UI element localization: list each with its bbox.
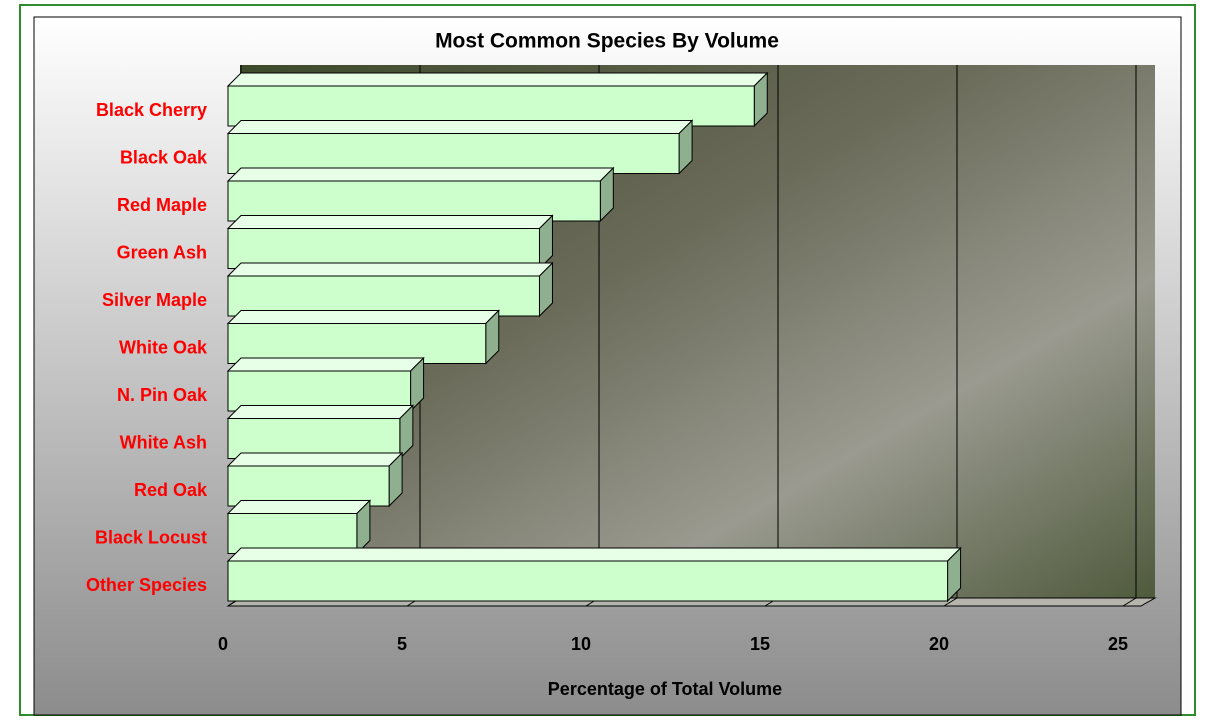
y-tick-label: Black Cherry xyxy=(96,100,207,120)
bar-top xyxy=(226,72,769,87)
y-tick-label: Other Species xyxy=(86,575,207,595)
plot: 0 5 10 15 20 25 Black Cherry Black Oak Red Maple… xyxy=(86,65,1137,654)
bar-top xyxy=(226,547,962,562)
y-tick-label: Black Locust xyxy=(95,527,207,547)
bar xyxy=(227,275,540,317)
x-tick-label: 15 xyxy=(750,634,770,654)
x-tick xyxy=(943,597,958,607)
bar xyxy=(227,513,358,554)
x-tick-label: 25 xyxy=(1108,634,1128,654)
y-tick-label: N. Pin Oak xyxy=(117,385,208,405)
y-tick-label: White Ash xyxy=(120,432,207,452)
x-tick-label: 0 xyxy=(218,634,228,654)
bar-top xyxy=(226,262,554,277)
y-tick-label: Black Oak xyxy=(120,147,208,167)
bar xyxy=(227,465,390,507)
chart-title: Most Common Species By Volume xyxy=(435,30,779,53)
x-tick-label: 10 xyxy=(571,634,591,654)
y-tick-label: Green Ash xyxy=(117,242,207,262)
bar-top xyxy=(226,215,554,229)
bar-top xyxy=(226,120,694,134)
bar-top xyxy=(226,452,404,467)
x-tick xyxy=(1122,597,1137,607)
x-axis-title: Percentage of Total Volume xyxy=(548,679,782,699)
y-tick-label: Red Maple xyxy=(117,195,207,215)
y-tick-label: Red Oak xyxy=(134,480,208,500)
bar xyxy=(227,323,487,364)
bar-top xyxy=(226,310,500,324)
bar xyxy=(227,228,540,269)
bar-top xyxy=(226,167,615,182)
x-tick-label: 20 xyxy=(929,634,949,654)
bar-top xyxy=(226,405,415,419)
bar xyxy=(227,370,412,412)
bar-top xyxy=(226,357,425,372)
bar xyxy=(227,180,601,222)
bar xyxy=(227,418,401,459)
bar-top xyxy=(226,500,372,514)
y-tick-label: Silver Maple xyxy=(102,290,207,310)
x-tick-label: 5 xyxy=(397,634,407,654)
y-tick-label: White Oak xyxy=(119,337,208,357)
bar xyxy=(227,133,680,174)
bar xyxy=(227,560,949,602)
